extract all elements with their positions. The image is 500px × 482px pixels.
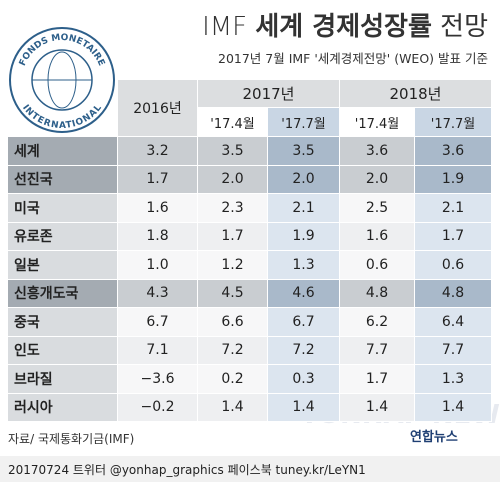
footer: 20170724 트위터 @yonhap_graphics 페이스북 tuney… bbox=[8, 463, 366, 477]
table-cell: 1.4 bbox=[415, 393, 492, 422]
table-cell: 2.5 bbox=[340, 194, 415, 223]
row-label: 유로존 bbox=[8, 222, 118, 251]
row-label: 중국 bbox=[8, 308, 118, 337]
table-cell: 2.1 bbox=[415, 194, 492, 223]
table-cell: 4.8 bbox=[340, 279, 415, 308]
table-cell: 7.7 bbox=[415, 336, 492, 365]
imf-logo: FONDS MONETAIRE INTERNATIONAL bbox=[9, 27, 115, 133]
table-cell: 7.1 bbox=[118, 336, 198, 365]
subtitle: 2017년 7월 IMF '세계경제전망' (WEO) 발표 기준 bbox=[218, 51, 488, 66]
table-cell: 3.6 bbox=[340, 137, 415, 166]
table-cell: 1.7 bbox=[198, 222, 268, 251]
table-cell: 6.2 bbox=[340, 308, 415, 337]
header-sub: '17.4월 bbox=[198, 108, 268, 137]
row-label: 세계 bbox=[8, 137, 118, 166]
table-cell: 1.9 bbox=[415, 165, 492, 194]
table-cell: 2.3 bbox=[198, 194, 268, 223]
row-label: 브라질 bbox=[8, 365, 118, 394]
table-cell: 1.7 bbox=[415, 222, 492, 251]
table-cell: 3.2 bbox=[118, 137, 198, 166]
row-label: 선진국 bbox=[8, 165, 118, 194]
row-label: 인도 bbox=[8, 336, 118, 365]
source: 자료/ 국제통화기금(IMF) bbox=[8, 432, 135, 446]
table-cell: 2.1 bbox=[268, 194, 340, 223]
table-cell: 0.6 bbox=[340, 251, 415, 280]
table-cell: −0.2 bbox=[118, 393, 198, 422]
table-cell: 2.0 bbox=[198, 165, 268, 194]
table-cell: 4.8 bbox=[415, 279, 492, 308]
row-label: 신흥개도국 bbox=[8, 279, 118, 308]
table-cell: −3.6 bbox=[118, 365, 198, 394]
row-label: 러시아 bbox=[8, 393, 118, 422]
header-sub: '17.7월 bbox=[415, 108, 492, 137]
table-cell: 0.6 bbox=[415, 251, 492, 280]
table-cell: 1.4 bbox=[198, 393, 268, 422]
table-cell: 6.6 bbox=[198, 308, 268, 337]
table-cell: 1.3 bbox=[415, 365, 492, 394]
header-sub: '17.7월 bbox=[268, 108, 340, 137]
table-cell: 7.2 bbox=[268, 336, 340, 365]
table-cell: 4.3 bbox=[118, 279, 198, 308]
table-cell: 4.5 bbox=[198, 279, 268, 308]
header-group: 2017년 bbox=[198, 80, 340, 108]
table-cell: 2.0 bbox=[268, 165, 340, 194]
title-part: IMF bbox=[202, 12, 248, 42]
title-part: 전망 bbox=[440, 12, 488, 42]
table-cell: 2.0 bbox=[340, 165, 415, 194]
row-label: 미국 bbox=[8, 194, 118, 223]
table-cell: 1.2 bbox=[198, 251, 268, 280]
table-cell: 3.6 bbox=[415, 137, 492, 166]
table-cell: 1.8 bbox=[118, 222, 198, 251]
table-cell: 1.4 bbox=[340, 393, 415, 422]
table-cell: 1.9 bbox=[268, 222, 340, 251]
header-cell: 2016년 bbox=[118, 80, 198, 137]
table-cell: 1.6 bbox=[340, 222, 415, 251]
table-cell: 1.7 bbox=[340, 365, 415, 394]
title: IMF 세계 경제성장률 전망 bbox=[202, 6, 488, 43]
title-part: 세계 경제성장률 bbox=[255, 12, 432, 42]
table-cell: 4.6 bbox=[268, 279, 340, 308]
table-cell: 3.5 bbox=[268, 137, 340, 166]
table-cell: 6.7 bbox=[268, 308, 340, 337]
table-cell: 1.4 bbox=[268, 393, 340, 422]
table-cell: 3.5 bbox=[198, 137, 268, 166]
table-cell: 0.2 bbox=[198, 365, 268, 394]
table-cell: 6.4 bbox=[415, 308, 492, 337]
table-cell: 7.7 bbox=[340, 336, 415, 365]
table-cell: 1.3 bbox=[268, 251, 340, 280]
header-group: 2018년 bbox=[340, 80, 492, 108]
table-cell: 7.2 bbox=[198, 336, 268, 365]
row-label: 일본 bbox=[8, 251, 118, 280]
table-cell: 6.7 bbox=[118, 308, 198, 337]
table-cell: 1.6 bbox=[118, 194, 198, 223]
brand: 연합뉴스 bbox=[410, 430, 458, 445]
table-cell: 0.3 bbox=[268, 365, 340, 394]
table-cell: 1.0 bbox=[118, 251, 198, 280]
header-sub: '17.4월 bbox=[340, 108, 415, 137]
table-cell: 1.7 bbox=[118, 165, 198, 194]
